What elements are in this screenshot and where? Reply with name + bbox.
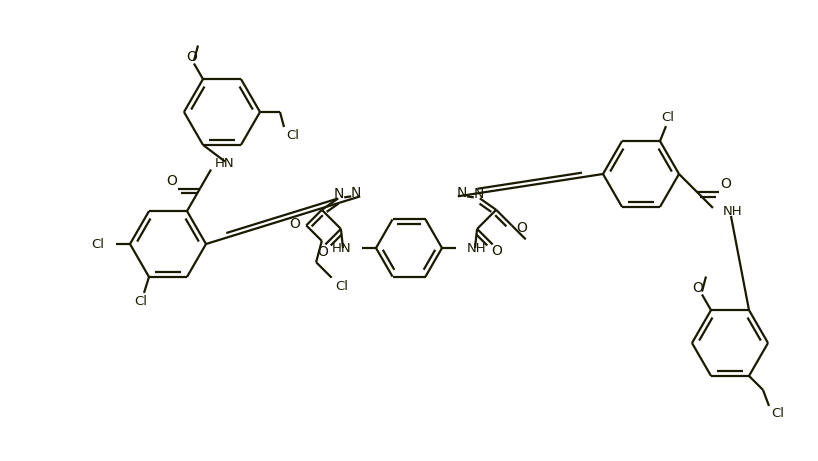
Text: N: N — [334, 187, 344, 201]
Text: HN: HN — [331, 242, 351, 254]
Text: O: O — [693, 280, 703, 295]
Text: O: O — [289, 218, 299, 231]
Text: Cl: Cl — [662, 111, 675, 124]
Text: N: N — [474, 187, 484, 201]
Text: Cl: Cl — [91, 237, 104, 250]
Text: NH: NH — [723, 206, 743, 219]
Text: O: O — [516, 221, 527, 236]
Text: Cl: Cl — [771, 408, 784, 420]
Text: O: O — [167, 174, 178, 188]
Text: O: O — [492, 244, 502, 259]
Text: Cl: Cl — [335, 280, 348, 293]
Text: O: O — [720, 177, 730, 191]
Text: O: O — [317, 245, 328, 260]
Text: HN: HN — [215, 157, 235, 170]
Text: N: N — [351, 186, 362, 201]
Text: NH: NH — [467, 242, 487, 254]
Text: Cl: Cl — [286, 129, 299, 142]
Text: Cl: Cl — [134, 296, 147, 308]
Text: N: N — [456, 186, 467, 201]
Text: O: O — [187, 49, 197, 64]
